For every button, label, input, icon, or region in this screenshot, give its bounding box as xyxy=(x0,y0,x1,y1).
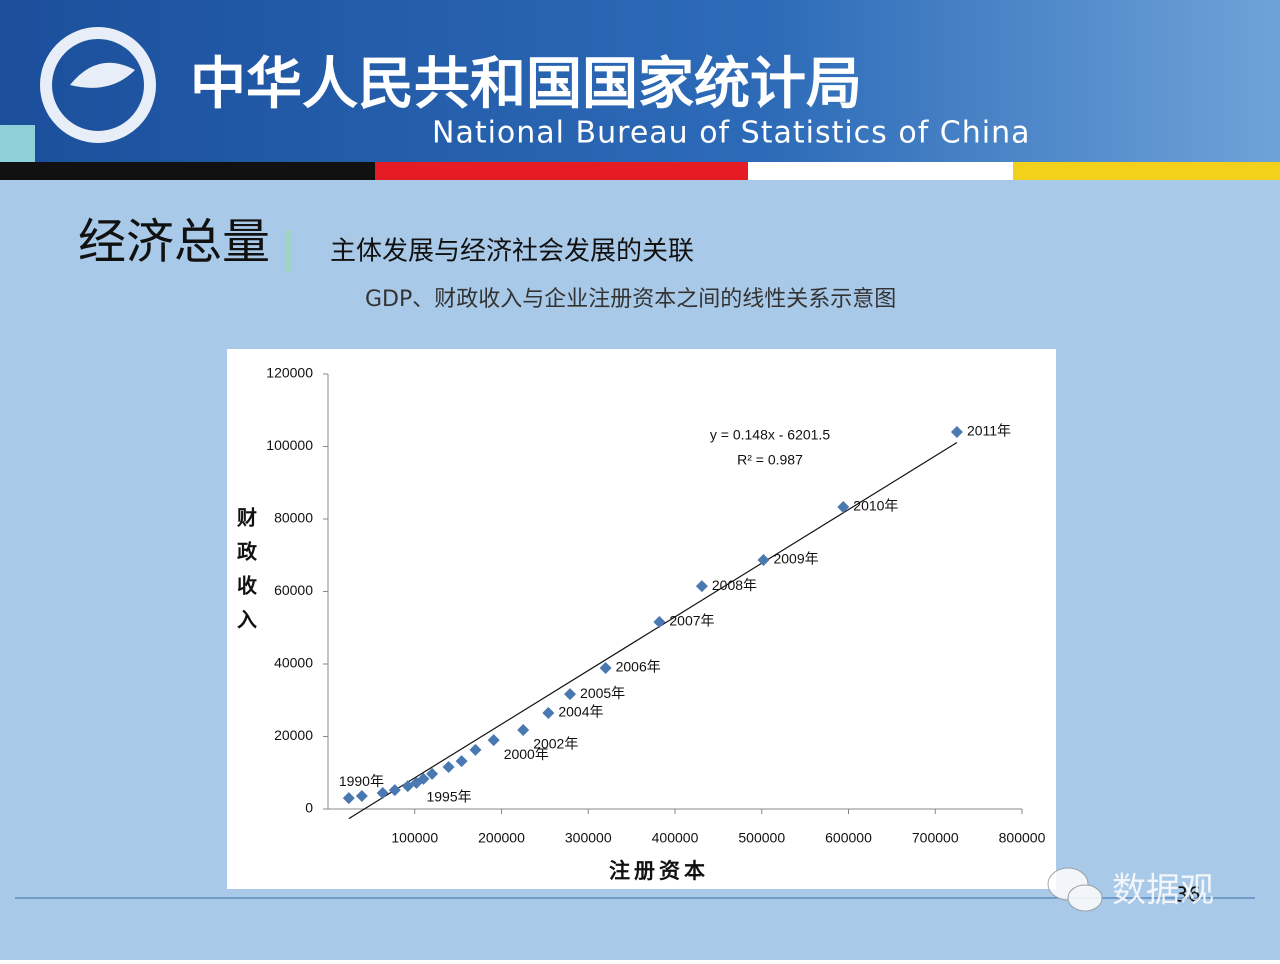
stripe xyxy=(748,162,1013,180)
x-tick-label: 400000 xyxy=(652,830,699,846)
trendline-equation: y = 0.148x - 6201.5 xyxy=(710,427,830,443)
point-label: 1995年 xyxy=(426,789,471,805)
point xyxy=(455,755,468,768)
section-divider xyxy=(285,230,291,272)
point-label: 2004年 xyxy=(558,704,603,720)
point xyxy=(695,580,708,593)
point-label: 2005年 xyxy=(580,685,625,701)
y-tick-label: 60000 xyxy=(274,582,313,598)
chart-title: GDP、财政收入与企业注册资本之间的线性关系示意图 xyxy=(365,287,896,312)
point xyxy=(342,792,355,805)
y-tick-label: 40000 xyxy=(274,655,313,671)
stripe xyxy=(375,162,748,180)
y-tick-label: 100000 xyxy=(266,437,313,453)
point-label: 1990年 xyxy=(339,773,384,789)
stripe xyxy=(0,162,375,180)
watermark-icon xyxy=(1047,867,1103,912)
point-label: 2008年 xyxy=(712,577,757,593)
y-tick-label: 120000 xyxy=(266,365,313,381)
x-tick-label: 500000 xyxy=(738,830,785,846)
point xyxy=(469,743,482,756)
y-tick-label: 20000 xyxy=(274,727,313,743)
point xyxy=(355,789,368,802)
point-label: 2002年 xyxy=(533,736,578,752)
point-label: 2006年 xyxy=(616,659,661,675)
point-label: 2007年 xyxy=(669,613,714,629)
header-subtitle: National Bureau of Statistics of China xyxy=(432,116,1030,151)
x-axis-label: 注册资本 xyxy=(609,859,709,883)
point xyxy=(653,615,666,628)
x-tick-label: 800000 xyxy=(999,830,1046,846)
x-tick-label: 100000 xyxy=(391,830,438,846)
trendline-r2: R² = 0.987 xyxy=(737,452,803,468)
watermark: 数据观 xyxy=(1112,871,1214,911)
section-title: 经济总量 xyxy=(78,214,270,270)
y-tick-label: 80000 xyxy=(274,510,313,526)
y-tick-label: 0 xyxy=(305,800,313,816)
chart-area xyxy=(227,349,1056,889)
header-square xyxy=(0,125,35,162)
x-tick-label: 600000 xyxy=(825,830,872,846)
point-label: 2011年 xyxy=(967,423,1011,439)
point xyxy=(564,688,577,701)
point xyxy=(599,661,612,674)
point-label: 2010年 xyxy=(853,498,898,514)
header-band xyxy=(0,0,1280,162)
point xyxy=(517,723,530,736)
trendline xyxy=(348,442,958,820)
point xyxy=(442,760,455,773)
stripe xyxy=(1013,162,1280,180)
point xyxy=(950,426,963,438)
point xyxy=(757,553,770,566)
point-label: 2009年 xyxy=(773,551,818,567)
section-subtitle: 主体发展与经济社会发展的关联 xyxy=(330,237,694,267)
point xyxy=(388,784,401,797)
plot: 0 20000 40000 60000 80000 100000 120000 100000 2… xyxy=(266,365,1045,846)
x-tick-label: 700000 xyxy=(912,830,959,846)
point xyxy=(487,734,500,747)
header-title: 中华人民共和国国家统计局 xyxy=(190,52,862,117)
x-tick-label: 300000 xyxy=(565,830,612,846)
point xyxy=(426,767,439,780)
point-label: 2000年 xyxy=(504,746,549,762)
logo xyxy=(40,27,156,143)
x-tick-label: 200000 xyxy=(478,830,525,846)
point xyxy=(417,772,430,785)
point xyxy=(837,501,850,514)
y-axis-label: 财政收入 xyxy=(234,506,258,643)
page-number: 36 xyxy=(1175,883,1200,907)
point xyxy=(542,706,555,719)
point xyxy=(376,787,389,800)
